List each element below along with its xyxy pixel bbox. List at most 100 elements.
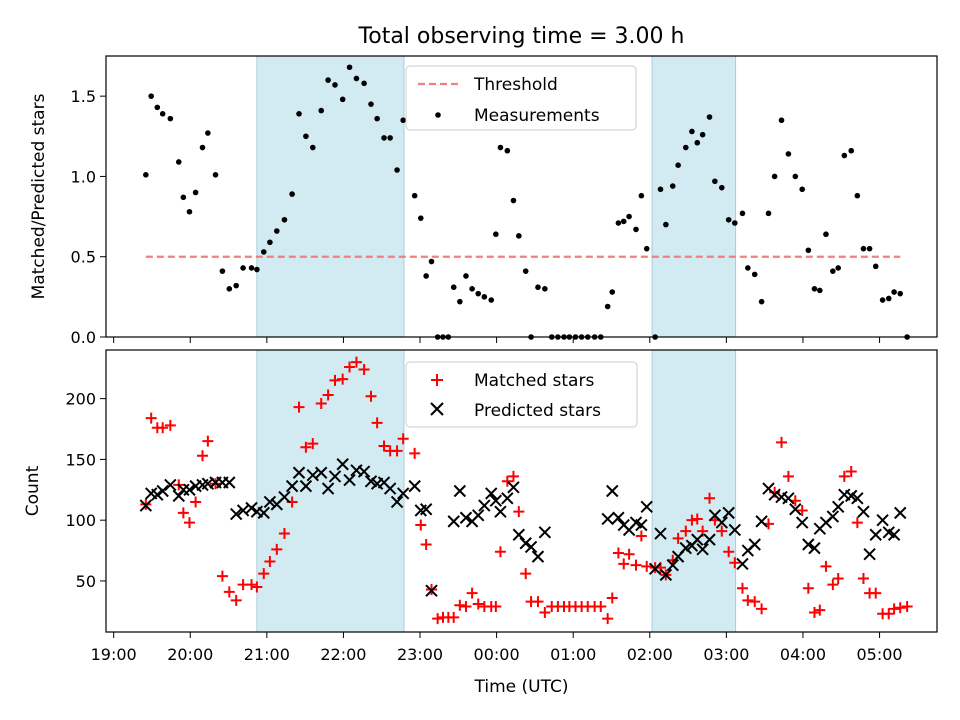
data-point xyxy=(609,289,616,295)
data-point xyxy=(450,284,457,291)
data-point xyxy=(457,298,463,305)
y-tick-label: 150 xyxy=(65,450,96,469)
data-point xyxy=(296,111,302,117)
data-point xyxy=(831,500,845,514)
data-point xyxy=(635,530,647,542)
data-point xyxy=(635,518,648,532)
data-point xyxy=(481,294,488,300)
data-point xyxy=(391,445,403,457)
data-point xyxy=(303,133,309,140)
data-point xyxy=(516,233,522,239)
data-point xyxy=(718,184,725,191)
data-point xyxy=(278,490,291,504)
data-point xyxy=(192,189,199,196)
data-point xyxy=(223,476,236,489)
data-point xyxy=(504,147,511,154)
data-point xyxy=(823,231,829,238)
data-point xyxy=(808,541,821,555)
data-point xyxy=(501,475,513,487)
data-point xyxy=(870,587,882,599)
data-point xyxy=(751,271,758,278)
data-point xyxy=(190,496,202,508)
data-point xyxy=(771,173,778,180)
ratio-panel: 0.0 0.5 1.0 1.5 Matched/Predicted stars Thr… xyxy=(29,55,938,347)
data-point xyxy=(415,519,427,531)
data-point xyxy=(729,557,741,569)
data-point xyxy=(725,216,732,223)
shaded-interval xyxy=(651,55,737,338)
legend-predicted-swatch xyxy=(430,402,444,416)
data-point xyxy=(432,613,444,625)
data-point xyxy=(891,289,897,295)
data-point xyxy=(488,297,495,303)
data-point xyxy=(278,528,290,540)
count-y-axis-label: Count xyxy=(23,465,43,516)
data-point xyxy=(535,284,541,291)
data-point xyxy=(686,514,698,526)
data-point xyxy=(894,506,907,520)
data-point xyxy=(827,579,839,591)
data-point xyxy=(177,507,189,519)
data-point xyxy=(246,579,258,591)
count-points xyxy=(139,356,913,625)
data-point xyxy=(408,479,421,493)
legend-threshold-label: Threshold xyxy=(473,75,558,95)
data-point xyxy=(478,499,491,512)
data-point xyxy=(309,144,316,151)
data-point xyxy=(381,135,387,141)
data-point xyxy=(887,528,901,541)
data-point xyxy=(307,438,319,450)
data-point xyxy=(820,560,832,572)
data-point xyxy=(267,239,273,246)
data-point xyxy=(507,470,519,482)
data-point xyxy=(358,363,370,375)
data-point xyxy=(397,433,409,445)
data-point xyxy=(263,495,277,509)
data-point xyxy=(817,287,823,294)
data-point xyxy=(510,197,517,204)
data-point xyxy=(292,466,306,479)
count-panel: 50 100 150 200 19:00 20:00 21:00 22:00 23:00 00:0… xyxy=(23,349,938,697)
legend-matched-label: Matched stars xyxy=(474,371,594,391)
data-point xyxy=(336,458,349,471)
data-point xyxy=(164,419,176,431)
data-point xyxy=(240,265,246,271)
x-tick-label: 23:00 xyxy=(397,645,443,664)
data-point xyxy=(694,139,701,146)
data-point xyxy=(663,221,669,228)
data-point xyxy=(848,147,855,154)
chart-title: Total observing time = 3.00 h xyxy=(358,24,685,49)
data-point xyxy=(808,607,820,619)
data-point xyxy=(299,479,313,493)
data-point xyxy=(223,586,235,598)
data-point xyxy=(472,598,484,610)
data-point xyxy=(394,167,400,173)
data-point xyxy=(212,172,219,178)
data-point xyxy=(390,495,404,509)
data-point xyxy=(466,587,478,599)
data-point xyxy=(524,540,538,554)
data-point xyxy=(328,470,342,483)
data-point xyxy=(469,286,475,292)
data-point xyxy=(475,290,482,297)
data-point xyxy=(175,159,182,165)
data-point xyxy=(425,584,438,597)
x-tick-label: 19:00 xyxy=(91,645,137,664)
data-point xyxy=(811,286,818,292)
data-point xyxy=(151,488,164,501)
x-tick-label: 20:00 xyxy=(167,645,213,664)
data-point xyxy=(723,546,735,558)
data-point xyxy=(417,215,424,221)
data-point xyxy=(736,557,749,571)
data-point xyxy=(542,286,548,292)
data-point xyxy=(428,258,435,265)
data-point xyxy=(143,172,149,178)
legend-predicted-label: Predicted stars xyxy=(474,401,601,421)
data-point xyxy=(633,226,639,233)
data-point xyxy=(156,484,169,498)
data-point xyxy=(745,265,751,271)
data-point xyxy=(332,82,338,88)
data-point xyxy=(755,515,768,528)
count-axis-ticks: 50 100 150 200 19:00 20:00 21:00 22:00 23:00 00:0… xyxy=(65,390,902,664)
data-point xyxy=(321,482,335,495)
